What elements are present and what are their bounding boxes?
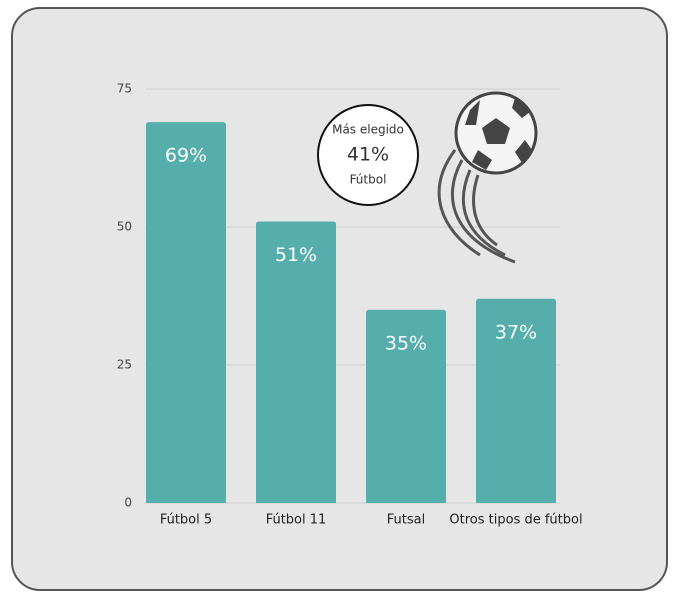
annotation-value: 41% [347,144,389,166]
annotation-title: Más elegido [332,123,404,137]
value-label: 51% [275,244,317,266]
ball-patch [472,150,492,170]
y-tick-label: 50 [117,220,132,234]
bars: Fútbol 5 69% Fútbol 11 51% Futsal 35% Otros ti… [146,122,583,528]
x-tick-label: Fútbol 11 [266,513,327,528]
x-tick-label: Futsal [387,513,425,528]
annotation-label: Fútbol [350,173,387,187]
ball-patch [482,118,510,144]
motion-line [437,149,481,257]
motion-line [472,174,498,247]
ball-patch [512,98,530,118]
y-tick-label: 75 [117,82,132,96]
motion-line [450,159,516,264]
y-tick-label: 0 [124,496,132,510]
bar [476,298,556,503]
bar [146,122,226,504]
x-tick-label: Otros tipos de fútbol [449,513,582,528]
bar [256,221,336,504]
value-label: 35% [385,332,427,354]
value-label: 37% [495,321,537,343]
annotation-circle [317,104,419,206]
x-tick-label: Fútbol 5 [160,513,212,528]
bar [366,309,446,503]
ball-illustration [437,91,538,264]
ball-patch [465,100,480,125]
y-tick-label: 25 [117,358,132,372]
motion-line [461,169,506,257]
value-label: 69% [165,145,207,167]
ball-patch [515,140,532,163]
